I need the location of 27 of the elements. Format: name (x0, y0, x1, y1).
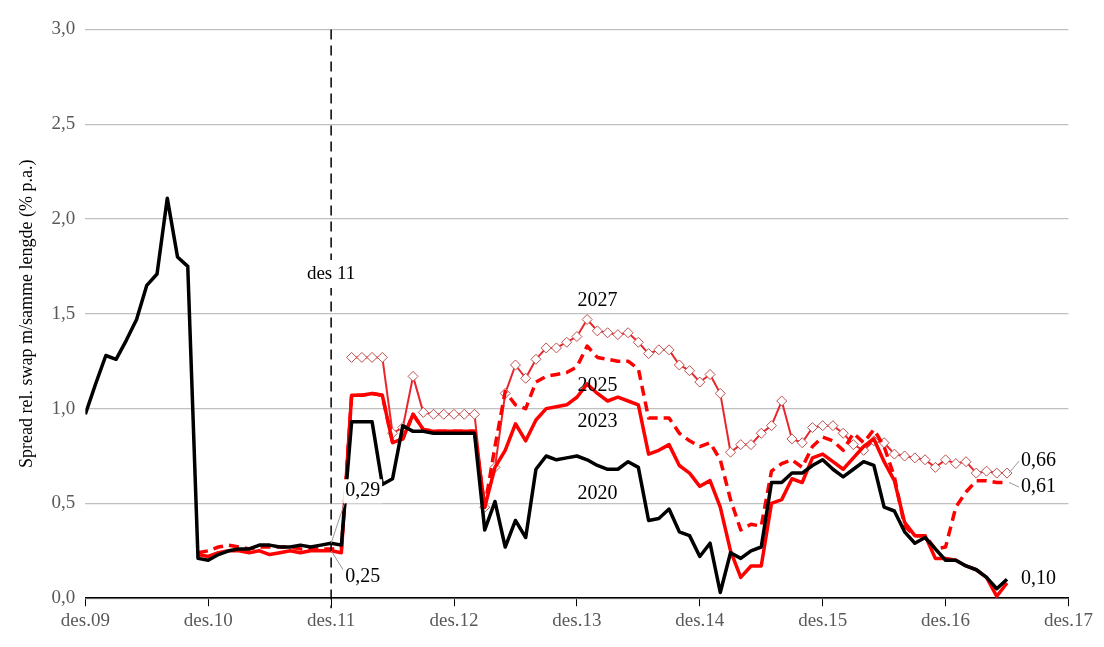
series-label: 2020 (577, 480, 618, 503)
y-tick-label: 2,5 (51, 112, 76, 134)
x-tick-label: des.14 (675, 608, 725, 630)
x-tick-label: des.10 (183, 608, 233, 630)
annotation: 0,29 (345, 478, 381, 501)
series-label: 2025 (577, 372, 618, 395)
y-axis-title: Spread rel. swap m/samme lengde (% p.a.) (15, 159, 37, 468)
x-tick-label: des.15 (798, 608, 848, 630)
y-tick-label: 2,0 (51, 206, 76, 228)
series-label: 2023 (577, 408, 618, 431)
x-tick-label: des.11 (306, 608, 356, 630)
x-tick-label: des.13 (552, 608, 602, 630)
y-tick-label: 1,5 (51, 301, 76, 323)
x-tick-label: des.09 (60, 608, 110, 630)
y-tick-label: 3,0 (51, 17, 76, 39)
series-label: 2027 (577, 288, 618, 311)
y-tick-label: 0,5 (51, 491, 76, 513)
x-tick-label: des.12 (429, 608, 479, 630)
annotation: 0,10 (1021, 566, 1057, 589)
ref-line-label: des 11 (306, 261, 356, 283)
annotation: 0,61 (1021, 474, 1057, 497)
y-tick-label: 0,0 (51, 586, 76, 608)
x-tick-label: des.16 (921, 608, 971, 630)
y-tick-label: 1,0 (51, 396, 76, 418)
annotation: 0,25 (345, 564, 381, 587)
annotation: 0,66 (1021, 448, 1057, 471)
x-tick-label: des.17 (1043, 608, 1093, 630)
